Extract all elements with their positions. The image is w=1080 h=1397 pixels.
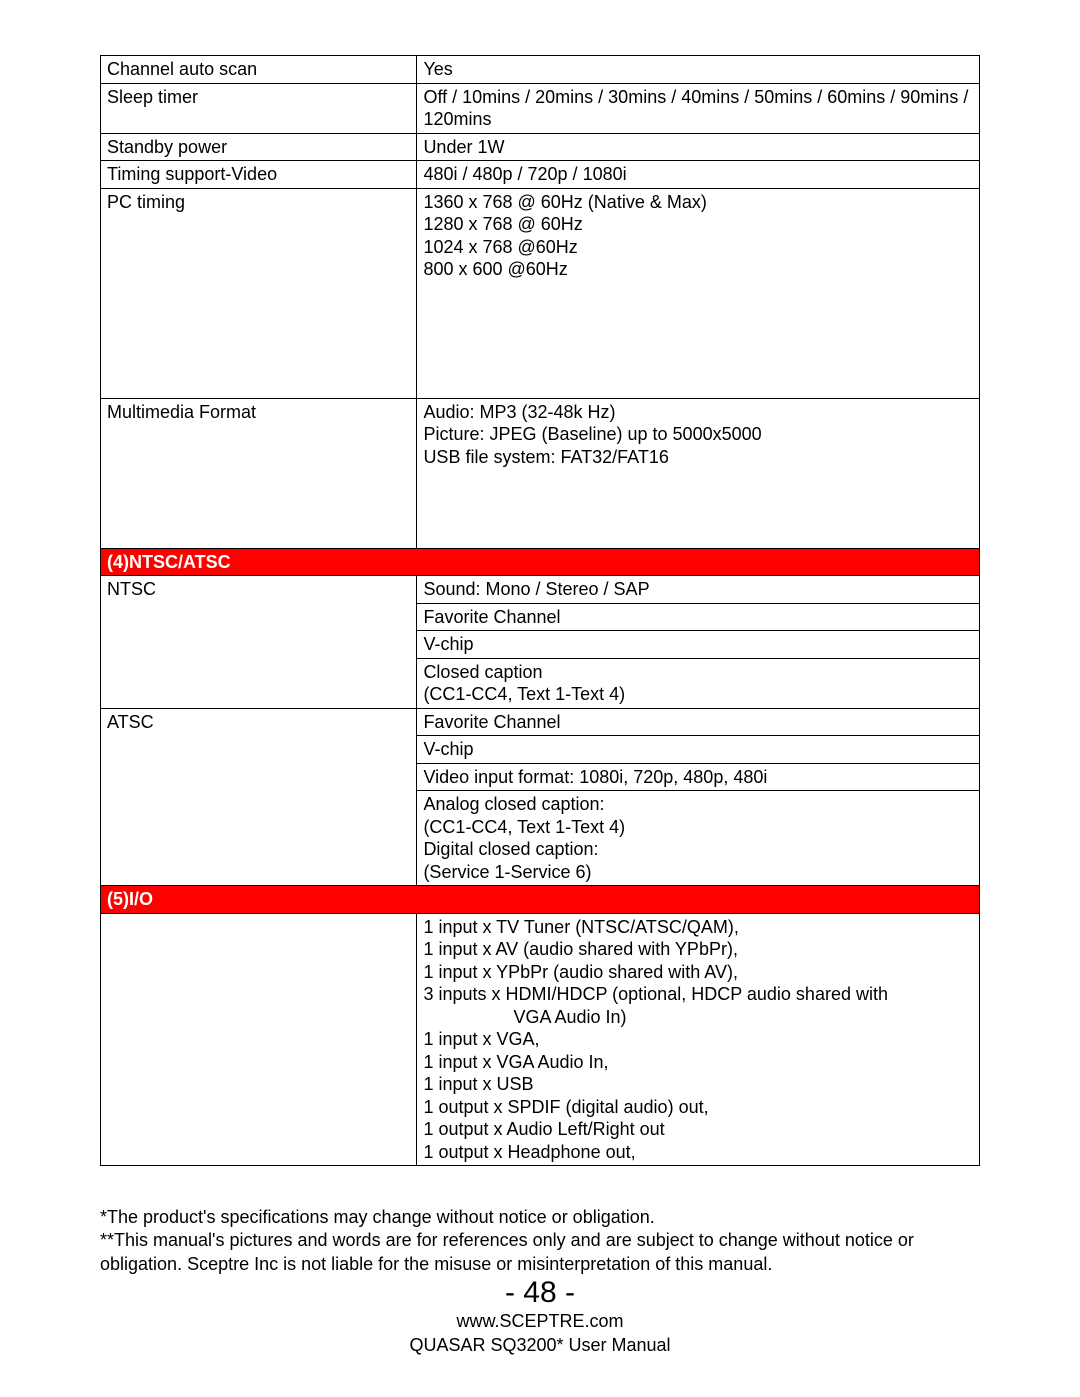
io-line: 1 input x USB xyxy=(423,1073,973,1096)
cell-value: Off / 10mins / 20mins / 30mins / 40mins … xyxy=(417,83,980,133)
io-cell: 1 input x TV Tuner (NTSC/ATSC/QAM),1 inp… xyxy=(417,913,980,1166)
footer-manual: QUASAR SQ3200* User Manual xyxy=(0,1334,1080,1357)
footer-url: www.SCEPTRE.com xyxy=(0,1310,1080,1333)
cell-label xyxy=(101,913,417,1166)
cell-value: Audio: MP3 (32-48k Hz) Picture: JPEG (Ba… xyxy=(417,398,980,548)
table-row: Timing support-Video 480i / 480p / 720p … xyxy=(101,161,980,189)
io-line: 1 output x SPDIF (digital audio) out, xyxy=(423,1096,973,1119)
cell-label: ATSC xyxy=(101,708,417,886)
table-row: PC timing 1360 x 768 @ 60Hz (Native & Ma… xyxy=(101,188,980,398)
cell-value: 480i / 480p / 720p / 1080i xyxy=(417,161,980,189)
cell-label: Sleep timer xyxy=(101,83,417,133)
section-header-row: (5)I/O xyxy=(101,886,980,914)
cell-label: PC timing xyxy=(101,188,417,398)
cell-value: Analog closed caption: (CC1-CC4, Text 1-… xyxy=(417,791,980,886)
cell-value: V-chip xyxy=(417,736,980,764)
table-row: Channel auto scan Yes xyxy=(101,56,980,84)
io-line: 1 input x TV Tuner (NTSC/ATSC/QAM), xyxy=(423,916,973,939)
io-line: 1 input x VGA Audio In, xyxy=(423,1051,973,1074)
cell-label: Channel auto scan xyxy=(101,56,417,84)
cell-value: Under 1W xyxy=(417,133,980,161)
cell-value: Yes xyxy=(417,56,980,84)
io-line: 1 output x Audio Left/Right out xyxy=(423,1118,973,1141)
cell-value: 1360 x 768 @ 60Hz (Native & Max) 1280 x … xyxy=(417,188,980,398)
io-line: 3 inputs x HDMI/HDCP (optional, HDCP aud… xyxy=(423,983,973,1006)
table-row: Standby power Under 1W xyxy=(101,133,980,161)
cell-value: Video input format: 1080i, 720p, 480p, 4… xyxy=(417,763,980,791)
table-row: Sleep timer Off / 10mins / 20mins / 30mi… xyxy=(101,83,980,133)
table-row: 1 input x TV Tuner (NTSC/ATSC/QAM),1 inp… xyxy=(101,913,980,1166)
section-header-row: (4)NTSC/ATSC xyxy=(101,548,980,576)
io-line: VGA Audio In) xyxy=(423,1006,973,1029)
page-content: Channel auto scan Yes Sleep timer Off / … xyxy=(0,0,1080,1276)
page-footer: - 48 - www.SCEPTRE.com QUASAR SQ3200* Us… xyxy=(0,1276,1080,1357)
io-line: 1 input x AV (audio shared with YPbPr), xyxy=(423,938,973,961)
cell-label: Standby power xyxy=(101,133,417,161)
cell-value: Sound: Mono / Stereo / SAP xyxy=(417,576,980,604)
table-row: NTSC Sound: Mono / Stereo / SAP xyxy=(101,576,980,604)
cell-value: Closed caption (CC1-CC4, Text 1-Text 4) xyxy=(417,658,980,708)
spec-table: Channel auto scan Yes Sleep timer Off / … xyxy=(100,55,980,1166)
section-header: (5)I/O xyxy=(101,886,980,914)
io-line: 1 input x VGA, xyxy=(423,1028,973,1051)
section-header: (4)NTSC/ATSC xyxy=(101,548,980,576)
footnote-text: **This manual's pictures and words are f… xyxy=(100,1229,980,1276)
cell-label: NTSC xyxy=(101,576,417,709)
cell-value: Favorite Channel xyxy=(417,603,980,631)
table-row: Multimedia Format Audio: MP3 (32-48k Hz)… xyxy=(101,398,980,548)
table-row: ATSC Favorite Channel xyxy=(101,708,980,736)
footnotes: *The product's specifications may change… xyxy=(100,1206,980,1276)
cell-value: Favorite Channel xyxy=(417,708,980,736)
page-number: - 48 - xyxy=(0,1276,1080,1310)
cell-label: Multimedia Format xyxy=(101,398,417,548)
cell-value: V-chip xyxy=(417,631,980,659)
io-line: 1 output x Headphone out, xyxy=(423,1141,973,1164)
cell-label: Timing support-Video xyxy=(101,161,417,189)
io-line: 1 input x YPbPr (audio shared with AV), xyxy=(423,961,973,984)
footnote-text: *The product's specifications may change… xyxy=(100,1206,980,1229)
